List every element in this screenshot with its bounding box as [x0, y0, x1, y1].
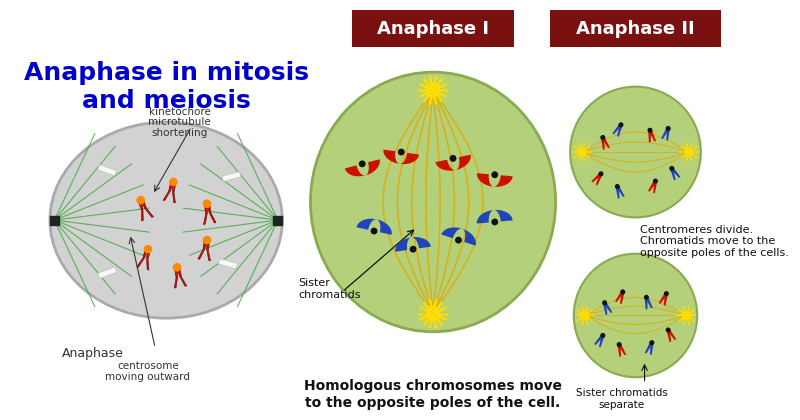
Text: Sister chromatids
separate: Sister chromatids separate: [576, 388, 668, 410]
Polygon shape: [203, 203, 216, 224]
Polygon shape: [218, 259, 238, 269]
Circle shape: [203, 236, 210, 244]
Circle shape: [619, 123, 622, 126]
Circle shape: [371, 228, 377, 234]
Polygon shape: [395, 237, 431, 252]
Text: Anaphase in mitosis
and meiosis: Anaphase in mitosis and meiosis: [24, 61, 309, 113]
Polygon shape: [603, 302, 613, 315]
Polygon shape: [601, 137, 610, 150]
Text: Sister
chromatids: Sister chromatids: [298, 278, 361, 300]
Circle shape: [203, 200, 210, 207]
Polygon shape: [645, 342, 654, 355]
Circle shape: [570, 87, 701, 218]
Polygon shape: [163, 181, 176, 203]
Circle shape: [578, 148, 586, 156]
Circle shape: [427, 84, 439, 97]
Text: Anaphase II: Anaphase II: [576, 20, 695, 37]
Polygon shape: [383, 150, 419, 164]
Circle shape: [621, 290, 625, 294]
Circle shape: [359, 161, 365, 167]
Circle shape: [666, 126, 670, 130]
Polygon shape: [198, 240, 210, 261]
Polygon shape: [612, 124, 622, 137]
Circle shape: [618, 343, 621, 346]
Polygon shape: [98, 165, 117, 176]
Polygon shape: [357, 219, 392, 235]
Polygon shape: [645, 297, 653, 310]
Circle shape: [427, 307, 439, 320]
Circle shape: [601, 333, 605, 337]
Circle shape: [170, 178, 177, 186]
Polygon shape: [174, 267, 186, 288]
Circle shape: [456, 237, 461, 243]
Circle shape: [601, 136, 605, 139]
Circle shape: [137, 197, 144, 204]
Text: Homologous chromosomes move
to the opposite poles of the cell.: Homologous chromosomes move to the oppos…: [304, 379, 562, 410]
Circle shape: [670, 167, 674, 170]
Circle shape: [398, 150, 404, 155]
Circle shape: [581, 311, 589, 320]
Circle shape: [492, 219, 498, 225]
Polygon shape: [666, 329, 676, 342]
Text: Anaphase I: Anaphase I: [377, 20, 489, 37]
Bar: [274, 215, 282, 225]
Circle shape: [574, 254, 698, 377]
Circle shape: [174, 264, 181, 271]
Polygon shape: [98, 267, 117, 278]
Circle shape: [492, 172, 498, 178]
Polygon shape: [477, 173, 513, 187]
Polygon shape: [661, 128, 670, 141]
Polygon shape: [138, 199, 154, 221]
Text: centrosome
moving outward: centrosome moving outward: [106, 361, 190, 383]
Text: Anaphase: Anaphase: [62, 347, 124, 360]
Polygon shape: [345, 159, 380, 176]
Text: Centromeres divide.
Chromatids move to the
opposite poles of the cells.: Centromeres divide. Chromatids move to t…: [640, 225, 789, 258]
Polygon shape: [591, 173, 602, 186]
Circle shape: [666, 328, 670, 332]
Bar: [352, 10, 514, 47]
Polygon shape: [222, 171, 241, 181]
Polygon shape: [442, 227, 476, 246]
Bar: [550, 10, 721, 47]
Circle shape: [645, 296, 648, 299]
Polygon shape: [435, 155, 470, 171]
Ellipse shape: [310, 72, 556, 332]
Polygon shape: [648, 181, 657, 194]
Circle shape: [615, 185, 619, 188]
Polygon shape: [618, 344, 626, 357]
Circle shape: [654, 179, 658, 183]
Polygon shape: [137, 249, 150, 270]
Circle shape: [682, 311, 690, 320]
Text: kinetochore
microtubule
shortening: kinetochore microtubule shortening: [148, 107, 211, 138]
Bar: [50, 215, 59, 225]
Polygon shape: [615, 291, 625, 304]
Polygon shape: [477, 210, 513, 223]
Polygon shape: [670, 168, 681, 181]
Circle shape: [410, 247, 416, 252]
Circle shape: [650, 341, 654, 344]
Polygon shape: [648, 130, 656, 142]
Circle shape: [685, 148, 693, 156]
Circle shape: [599, 172, 603, 176]
Circle shape: [603, 301, 606, 304]
Polygon shape: [594, 335, 605, 347]
Polygon shape: [616, 186, 625, 199]
Circle shape: [450, 156, 456, 161]
Circle shape: [144, 246, 152, 253]
Circle shape: [665, 292, 668, 296]
Polygon shape: [658, 293, 668, 306]
Ellipse shape: [50, 122, 282, 318]
Circle shape: [648, 129, 652, 132]
